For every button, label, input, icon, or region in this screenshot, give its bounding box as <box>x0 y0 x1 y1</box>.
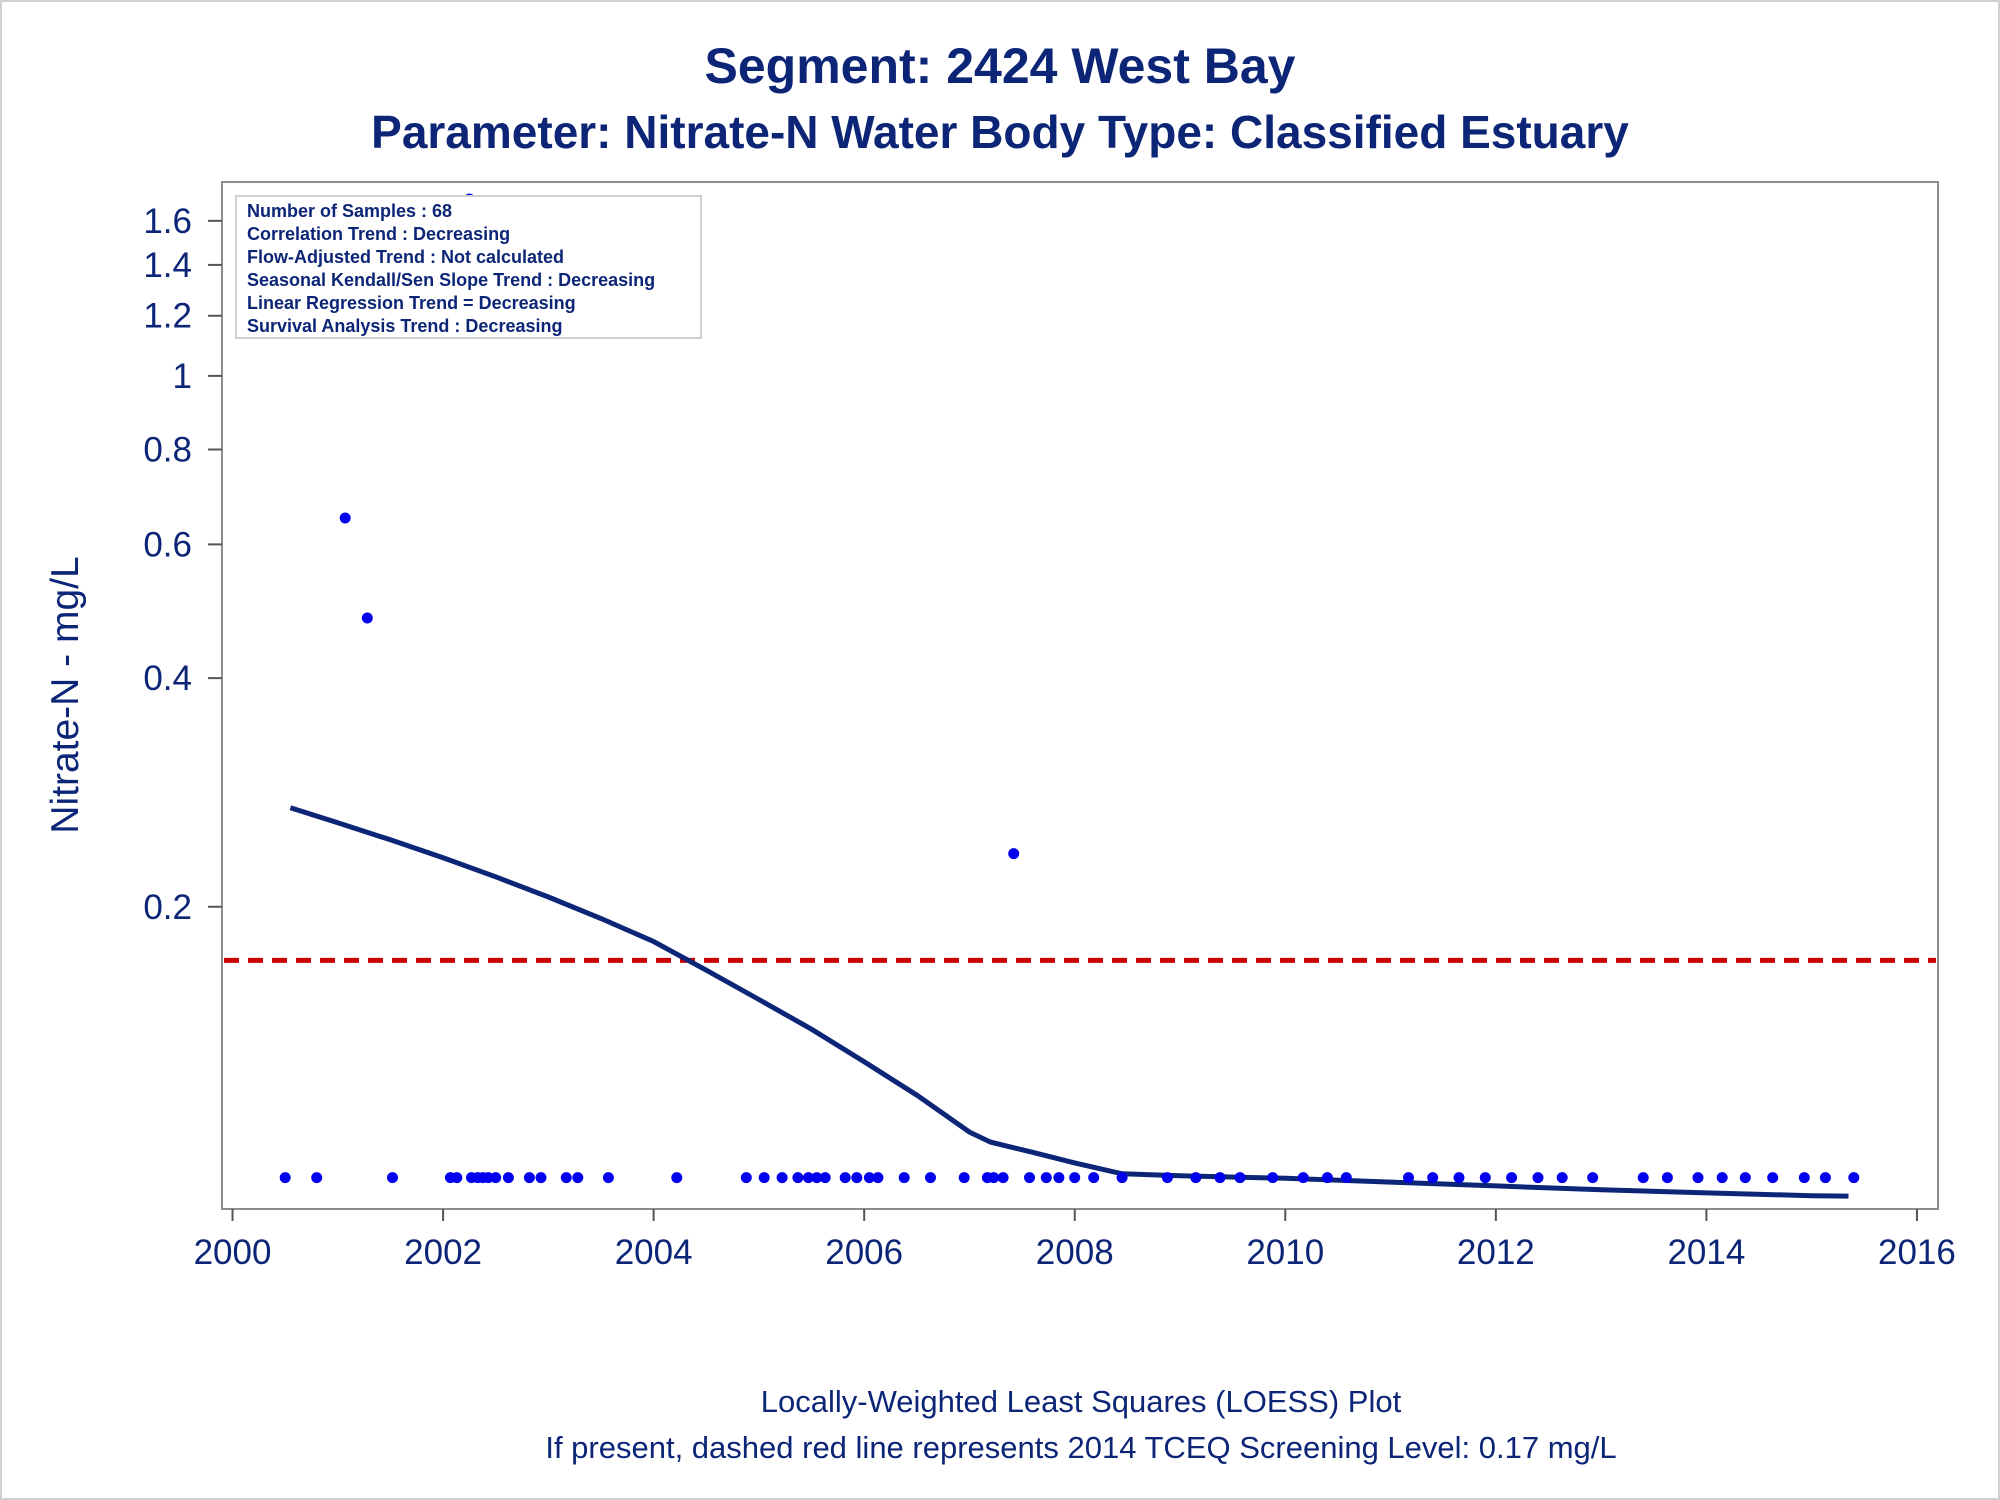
data-point <box>279 1172 291 1184</box>
data-point <box>851 1172 863 1184</box>
data-point <box>740 1172 752 1184</box>
x-tick-label: 2000 <box>194 1233 272 1272</box>
data-point <box>819 1172 831 1184</box>
data-point <box>1479 1172 1491 1184</box>
data-point <box>1453 1172 1465 1184</box>
info-line-flow-adjusted: Flow-Adjusted Trend : Not calculated <box>247 247 564 267</box>
chart-title: Segment: 2424 West Bay <box>705 38 1296 94</box>
y-tick-label: 1.2 <box>143 297 192 336</box>
footnote-loess: Locally-Weighted Least Squares (LOESS) P… <box>761 1384 1402 1419</box>
data-point <box>523 1172 535 1184</box>
data-point <box>1819 1172 1831 1184</box>
data-point <box>502 1172 514 1184</box>
data-point <box>671 1172 683 1184</box>
data-point <box>451 1172 463 1184</box>
data-point <box>872 1172 884 1184</box>
data-point <box>1692 1172 1704 1184</box>
data-point <box>1556 1172 1568 1184</box>
data-point <box>535 1172 547 1184</box>
plot-area-border <box>221 181 1939 1210</box>
x-tick-label: 2016 <box>1878 1233 1956 1272</box>
x-tick-label: 2010 <box>1246 1233 1324 1272</box>
data-point <box>1161 1172 1173 1184</box>
data-point <box>602 1172 614 1184</box>
x-tick-label: 2008 <box>1036 1233 1114 1272</box>
data-point <box>1190 1172 1202 1184</box>
data-point <box>560 1172 572 1184</box>
info-line-seasonal-kendall: Seasonal Kendall/Sen Slope Trend : Decre… <box>247 270 655 290</box>
data-point <box>988 1172 1000 1184</box>
data-point <box>1340 1172 1352 1184</box>
data-point <box>1661 1172 1673 1184</box>
data-point <box>997 1172 1009 1184</box>
data-point <box>776 1172 788 1184</box>
data-point <box>1008 848 1020 860</box>
chart-subtitle: Parameter: Nitrate-N Water Body Type: Cl… <box>371 106 1629 158</box>
info-line-linear-regression: Linear Regression Trend = Decreasing <box>247 293 576 313</box>
data-point <box>792 1172 804 1184</box>
info-line-samples: Number of Samples : 68 <box>247 201 452 221</box>
x-tick-label: 2014 <box>1667 1233 1745 1272</box>
data-point <box>1214 1172 1226 1184</box>
sample-points <box>279 193 1860 1184</box>
data-point <box>1116 1172 1128 1184</box>
data-point <box>361 612 373 624</box>
data-point <box>1587 1172 1599 1184</box>
data-point <box>1767 1172 1779 1184</box>
data-point <box>1234 1172 1246 1184</box>
x-tick-label: 2002 <box>404 1233 482 1272</box>
data-point <box>339 512 351 524</box>
data-point <box>925 1172 936 1184</box>
y-tick-label: 1 <box>173 357 192 396</box>
info-line-correlation: Correlation Trend : Decreasing <box>247 224 510 244</box>
data-point <box>1506 1172 1518 1184</box>
data-point <box>1532 1172 1544 1184</box>
data-point <box>802 1172 814 1184</box>
data-point <box>1798 1172 1810 1184</box>
data-point <box>958 1172 970 1184</box>
data-point <box>1716 1172 1728 1184</box>
data-point <box>1053 1172 1065 1184</box>
y-tick-label: 1.6 <box>143 202 192 241</box>
y-axis: 0.2 0.4 0.6 0.8 1 1.2 1.4 1.6 <box>143 202 222 927</box>
data-point <box>490 1172 502 1184</box>
y-tick-label: 0.6 <box>143 525 192 564</box>
data-point <box>1024 1172 1035 1184</box>
data-point <box>898 1172 910 1184</box>
trend-info-box: Number of Samples : 68 Correlation Trend… <box>235 195 702 339</box>
x-tick-label: 2004 <box>615 1233 693 1272</box>
data-point <box>1403 1172 1414 1184</box>
data-point <box>311 1172 323 1184</box>
data-point <box>1088 1172 1100 1184</box>
data-point <box>758 1172 770 1184</box>
loess-curve <box>289 805 1849 1199</box>
data-point <box>387 1172 398 1184</box>
x-tick-label: 2012 <box>1457 1233 1535 1272</box>
x-tick-label: 2006 <box>825 1233 903 1272</box>
x-axis: 2000 2002 2004 2006 2008 2010 2012 2014 2016 <box>194 1209 1956 1272</box>
y-tick-label: 0.4 <box>143 659 192 698</box>
data-point <box>1267 1172 1279 1184</box>
data-point <box>863 1172 875 1184</box>
data-point <box>1040 1172 1052 1184</box>
footnote-screening: If present, dashed red line represents 2… <box>545 1430 1616 1465</box>
data-point <box>1297 1172 1309 1184</box>
data-point <box>1848 1172 1860 1184</box>
data-point <box>839 1172 851 1184</box>
y-tick-label: 1.4 <box>143 246 192 285</box>
info-line-survival: Survival Analysis Trend : Decreasing <box>247 316 562 336</box>
data-point <box>1637 1172 1649 1184</box>
data-point <box>1427 1172 1439 1184</box>
data-point <box>1069 1172 1081 1184</box>
data-point <box>572 1172 584 1184</box>
data-point <box>1321 1172 1333 1184</box>
data-point <box>1739 1172 1751 1184</box>
y-tick-label: 0.2 <box>143 888 192 927</box>
y-axis-label: Nitrate-N - mg/L <box>44 556 87 833</box>
data-point <box>811 1172 823 1184</box>
y-tick-label: 0.8 <box>143 430 192 469</box>
